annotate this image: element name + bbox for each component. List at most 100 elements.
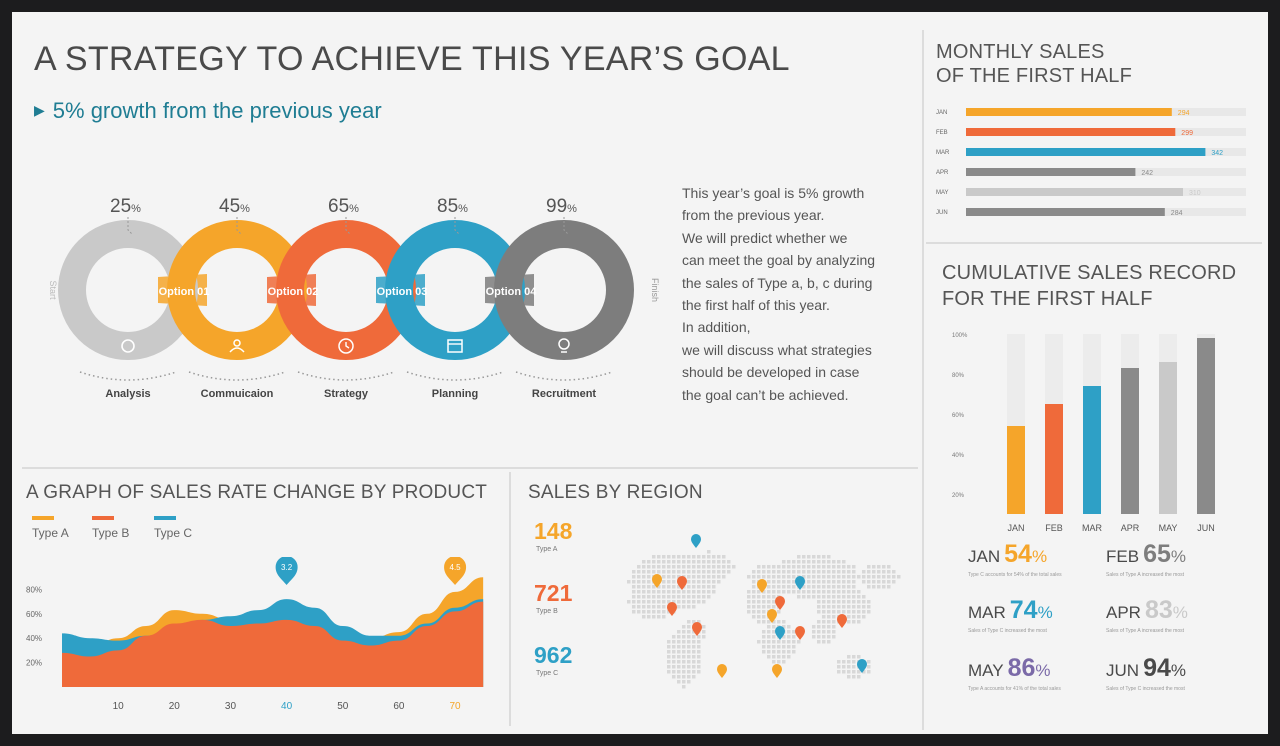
map-dot xyxy=(782,635,786,639)
map-dot xyxy=(687,585,691,589)
map-dot xyxy=(827,570,831,574)
vbar-y-tick: 80% xyxy=(952,373,965,379)
step-label: Recruitment xyxy=(532,388,597,400)
map-dot xyxy=(697,650,701,654)
map-dot xyxy=(847,655,851,659)
map-dot xyxy=(852,570,856,574)
map-dot xyxy=(657,610,661,614)
month-stat-name: FEB xyxy=(1106,547,1140,566)
map-dot xyxy=(772,565,776,569)
dashboard-screen: A STRATEGY TO ACHIEVE THIS YEAR’S GOAL ▶… xyxy=(12,12,1268,734)
map-dot xyxy=(717,570,721,574)
map-dot xyxy=(857,615,861,619)
map-dot xyxy=(747,575,751,579)
vbar-y-tick: 100% xyxy=(952,333,968,339)
map-dot xyxy=(647,580,651,584)
map-dot xyxy=(822,565,826,569)
map-dot xyxy=(832,610,836,614)
map-dot xyxy=(697,600,701,604)
step-percent: 99% xyxy=(546,196,577,217)
map-dot xyxy=(767,630,771,634)
map-dot xyxy=(762,615,766,619)
map-dot xyxy=(677,630,681,634)
region-type: Type B xyxy=(536,608,558,615)
map-dot xyxy=(827,635,831,639)
map-dot xyxy=(847,605,851,609)
map-dot xyxy=(707,565,711,569)
map-dot xyxy=(887,575,891,579)
map-dot xyxy=(807,570,811,574)
map-dot xyxy=(682,605,686,609)
map-dot xyxy=(762,635,766,639)
map-dot xyxy=(852,585,856,589)
map-dot xyxy=(862,615,866,619)
map-dot xyxy=(787,590,791,594)
map-dot xyxy=(817,600,821,604)
map-dot xyxy=(677,640,681,644)
map-dot xyxy=(837,670,841,674)
map-dot xyxy=(822,630,826,634)
map-dot xyxy=(847,660,851,664)
map-dot xyxy=(677,670,681,674)
map-dot xyxy=(842,595,846,599)
map-dot xyxy=(667,590,671,594)
map-dot xyxy=(832,605,836,609)
map-dot xyxy=(717,580,721,584)
map-dot xyxy=(677,645,681,649)
month-stat: APR 83% xyxy=(1106,596,1188,625)
map-dot xyxy=(702,575,706,579)
map-dot xyxy=(682,640,686,644)
map-dot xyxy=(677,650,681,654)
map-pin-icon xyxy=(667,602,677,616)
map-dot xyxy=(837,665,841,669)
map-dot xyxy=(807,595,811,599)
map-dot xyxy=(757,640,761,644)
area-y-tick: 60% xyxy=(26,610,42,619)
map-dot xyxy=(772,650,776,654)
map-dot xyxy=(642,570,646,574)
map-dot xyxy=(817,640,821,644)
map-dot xyxy=(707,585,711,589)
step-option-label: Option 02 xyxy=(268,286,319,298)
map-dot xyxy=(862,580,866,584)
region-value: 721 xyxy=(534,580,573,606)
region-value: 962 xyxy=(534,642,573,668)
map-dot xyxy=(847,665,851,669)
map-dot xyxy=(672,560,676,564)
map-dot xyxy=(812,595,816,599)
map-dot xyxy=(772,595,776,599)
map-dot xyxy=(642,615,646,619)
map-dot xyxy=(762,575,766,579)
map-dot xyxy=(692,575,696,579)
triangle-bullet-icon: ▶ xyxy=(34,102,45,118)
map-dot xyxy=(682,600,686,604)
map-dot xyxy=(747,595,751,599)
area-x-tick: 10 xyxy=(113,701,125,712)
map-dot xyxy=(657,565,661,569)
map-dot xyxy=(667,585,671,589)
page-title: A STRATEGY TO ACHIEVE THIS YEAR’S GOAL xyxy=(34,40,790,78)
map-dot xyxy=(852,660,856,664)
map-dot xyxy=(852,600,856,604)
map-dot xyxy=(687,655,691,659)
map-dot xyxy=(832,580,836,584)
map-dot xyxy=(867,665,871,669)
map-dot xyxy=(877,570,881,574)
map-dot xyxy=(682,560,686,564)
map-dot xyxy=(777,660,781,664)
map-dot xyxy=(702,635,706,639)
map-dot xyxy=(792,640,796,644)
map-dot xyxy=(772,575,776,579)
map-pin-icon xyxy=(691,534,701,548)
map-dot xyxy=(677,680,681,684)
map-dot xyxy=(702,630,706,634)
map-dot xyxy=(692,640,696,644)
map-dot xyxy=(667,565,671,569)
map-dot xyxy=(782,565,786,569)
map-dot xyxy=(767,575,771,579)
map-dot xyxy=(847,565,851,569)
map-dot xyxy=(842,660,846,664)
map-dot xyxy=(762,610,766,614)
step-label: Commuicaion xyxy=(201,388,274,400)
map-dot xyxy=(687,605,691,609)
